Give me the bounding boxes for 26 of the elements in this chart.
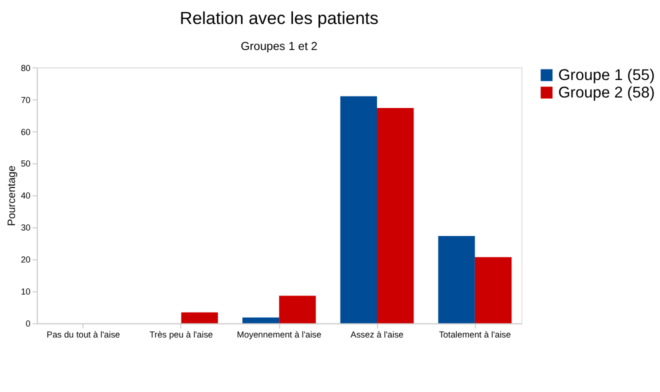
bar — [377, 108, 414, 324]
x-tick-label: Très peu à l'aise — [150, 329, 214, 340]
y-tick-label: 10 — [20, 286, 31, 297]
chart-title: Relation avec les patients — [180, 8, 379, 28]
x-tick-label: Moyennement à l'aise — [236, 329, 322, 340]
y-tick-label: 30 — [20, 222, 31, 233]
y-tick-label: 70 — [20, 94, 31, 105]
y-tick-label: 0 — [26, 318, 31, 329]
legend-label: Groupe 1 (55) — [558, 67, 655, 84]
bar — [340, 96, 378, 324]
x-tick-label: Totalement à l'aise — [438, 329, 512, 340]
x-tick-label: Pas du tout à l'aise — [46, 329, 120, 340]
bar — [181, 312, 218, 324]
y-tick-label: 20 — [20, 254, 31, 265]
bar — [438, 236, 475, 324]
legend-label: Groupe 2 (58) — [558, 84, 655, 102]
bar — [474, 257, 512, 324]
y-tick-label: 80 — [20, 62, 31, 73]
y-tick-label: 40 — [20, 190, 31, 201]
x-tick-label: Assez à l'aise — [350, 329, 404, 340]
bar — [279, 296, 316, 324]
chart-subtitle: Groupes 1 et 2 — [240, 40, 318, 53]
y-tick-label: 50 — [20, 158, 31, 169]
y-axis-title: Pourcentage — [6, 166, 18, 226]
y-tick-label: 60 — [20, 126, 31, 137]
bar — [242, 318, 280, 324]
